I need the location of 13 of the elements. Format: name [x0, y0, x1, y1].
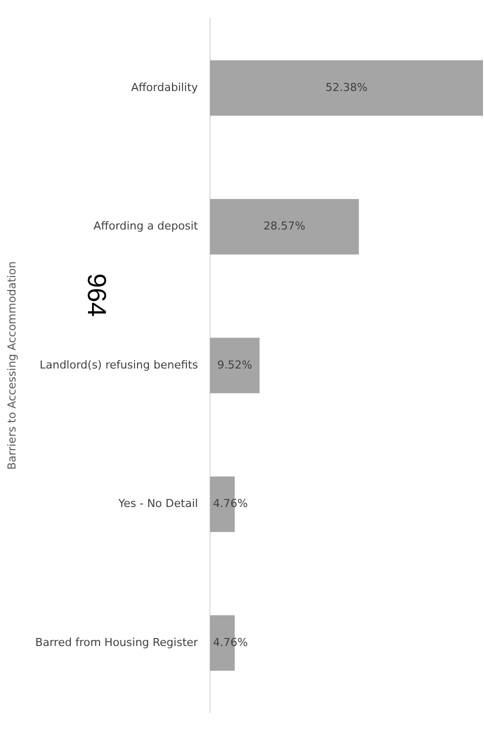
bar — [210, 338, 260, 394]
data-label: 28.57% — [263, 220, 306, 233]
text: 964 — [82, 273, 112, 317]
bar — [210, 60, 483, 116]
bar — [210, 198, 359, 254]
data-label: 9.52% — [217, 358, 252, 372]
y-axis-title: Barriers to Accessing Accommodation — [5, 261, 18, 470]
y-tick-label: Barred from Housing Register — [35, 636, 198, 649]
y-tick-label: Landlord(s) refusing benefits — [40, 358, 198, 372]
data-label: 52.38% — [325, 80, 368, 94]
y-tick-label: Affording a deposit — [93, 220, 199, 233]
y-tick-label: Affordability — [131, 80, 198, 94]
y-tick-label: Yes - No Detail — [117, 497, 198, 510]
